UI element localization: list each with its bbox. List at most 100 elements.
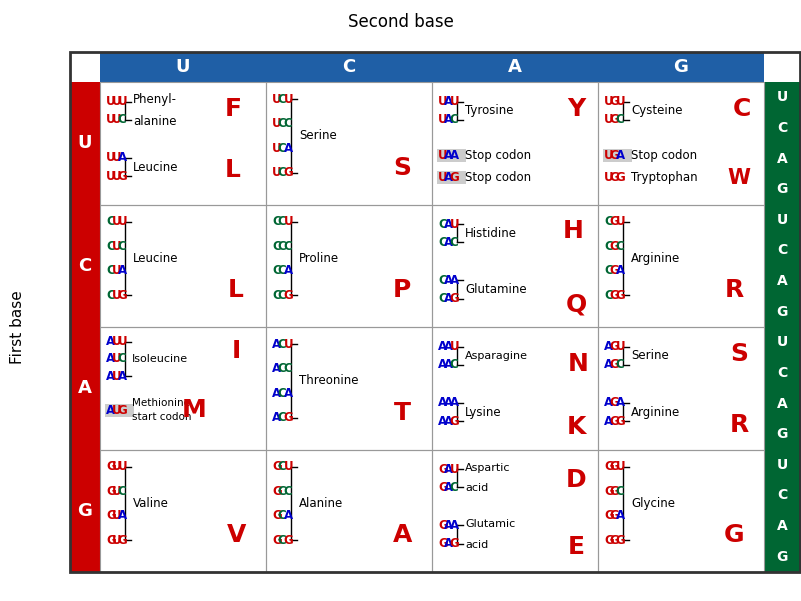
- Text: G: G: [724, 523, 744, 548]
- Text: A: A: [118, 264, 127, 277]
- Text: A: A: [604, 415, 613, 428]
- Text: I: I: [231, 340, 241, 364]
- Text: C: C: [278, 509, 287, 522]
- Text: U: U: [106, 170, 115, 183]
- Text: Methionine: Methionine: [132, 398, 191, 408]
- Text: U: U: [272, 117, 282, 130]
- Text: U: U: [112, 114, 122, 126]
- Text: G: G: [284, 534, 293, 547]
- Text: Valine: Valine: [133, 497, 169, 510]
- Text: S: S: [730, 342, 748, 366]
- Bar: [432, 450, 598, 572]
- Text: A: A: [284, 142, 292, 154]
- Text: A: A: [508, 58, 522, 76]
- Text: A: A: [604, 358, 613, 371]
- Text: A: A: [449, 397, 459, 409]
- Text: C: C: [438, 236, 447, 249]
- Text: U: U: [284, 460, 293, 473]
- Bar: [266, 327, 432, 450]
- Text: U: U: [112, 95, 122, 108]
- Text: A: A: [615, 397, 625, 409]
- Text: C: C: [615, 358, 624, 371]
- Text: A: A: [604, 397, 613, 409]
- Text: U: U: [615, 460, 626, 473]
- Bar: [70, 327, 100, 450]
- Text: U: U: [449, 218, 459, 231]
- Text: C: C: [615, 484, 624, 498]
- Bar: [764, 327, 800, 450]
- Text: A: A: [284, 264, 292, 277]
- Bar: [432, 82, 598, 204]
- Text: G: G: [610, 484, 619, 498]
- Text: G: G: [604, 460, 614, 473]
- Text: C: C: [278, 386, 287, 400]
- Text: A: A: [615, 509, 625, 522]
- Text: U: U: [112, 484, 122, 498]
- Text: C: C: [278, 215, 287, 228]
- Bar: [266, 204, 432, 327]
- Text: A: A: [118, 509, 127, 522]
- Text: U: U: [615, 340, 626, 353]
- Text: A: A: [78, 379, 92, 397]
- Text: U: U: [112, 240, 122, 252]
- Text: C: C: [449, 358, 458, 371]
- Text: U: U: [449, 463, 459, 475]
- Text: U: U: [438, 95, 448, 108]
- Text: C: C: [118, 352, 127, 365]
- Text: G: G: [610, 460, 619, 473]
- Text: G: G: [610, 340, 619, 353]
- Text: G: G: [610, 534, 619, 547]
- Text: Cysteine: Cysteine: [631, 105, 682, 117]
- Text: U: U: [112, 215, 122, 228]
- Text: U: U: [112, 370, 122, 382]
- Text: Arginine: Arginine: [631, 252, 681, 265]
- Bar: [598, 204, 764, 327]
- Text: U: U: [112, 534, 122, 547]
- Text: G: G: [610, 95, 619, 108]
- Text: Serine: Serine: [631, 349, 669, 362]
- Bar: [70, 450, 100, 572]
- Text: Stop codon: Stop codon: [631, 149, 698, 162]
- Text: U: U: [112, 404, 122, 417]
- Text: Isoleucine: Isoleucine: [132, 354, 188, 364]
- Bar: [70, 204, 100, 327]
- Text: A: A: [444, 218, 453, 231]
- Text: M: M: [183, 398, 207, 423]
- Text: A: A: [449, 274, 459, 287]
- Text: A: A: [444, 274, 453, 287]
- Text: U: U: [272, 166, 282, 179]
- Bar: [603, 149, 632, 162]
- Text: C: C: [342, 58, 356, 76]
- Text: A: A: [444, 415, 453, 428]
- Text: C: C: [272, 215, 280, 228]
- Text: S: S: [393, 156, 411, 180]
- Text: G: G: [78, 502, 92, 520]
- Text: C: C: [118, 114, 127, 126]
- Bar: [598, 327, 764, 450]
- Text: A: A: [444, 236, 453, 249]
- Text: G: G: [118, 170, 127, 183]
- Text: G: G: [449, 537, 459, 551]
- Bar: [266, 82, 432, 204]
- Text: C: C: [278, 117, 287, 130]
- Text: A: A: [444, 95, 453, 108]
- Text: A: A: [615, 149, 625, 162]
- Text: Lysine: Lysine: [465, 406, 502, 419]
- Text: R: R: [730, 413, 749, 437]
- Text: U: U: [272, 93, 282, 106]
- Text: C: C: [449, 236, 458, 249]
- Text: G: G: [776, 182, 787, 196]
- Text: U: U: [438, 171, 448, 184]
- Text: G: G: [438, 519, 448, 532]
- Bar: [764, 450, 800, 572]
- Text: G: G: [610, 509, 619, 522]
- Text: G: G: [615, 534, 626, 547]
- Text: U: U: [112, 509, 122, 522]
- Text: G: G: [610, 415, 619, 428]
- Text: acid: acid: [465, 540, 489, 550]
- Text: Histidine: Histidine: [465, 227, 517, 240]
- Text: G: G: [674, 58, 688, 76]
- Text: C: C: [118, 484, 127, 498]
- Text: U: U: [112, 151, 122, 165]
- Text: Alanine: Alanine: [300, 497, 344, 510]
